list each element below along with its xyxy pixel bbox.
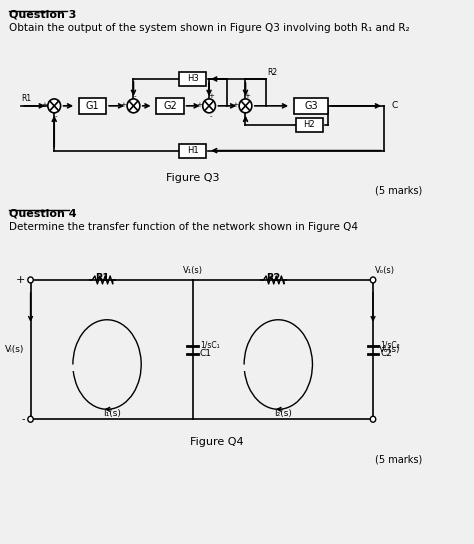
Circle shape xyxy=(48,99,61,113)
Text: +: + xyxy=(16,275,25,285)
Text: H2: H2 xyxy=(303,120,315,129)
Circle shape xyxy=(28,277,33,283)
Text: G2: G2 xyxy=(163,101,177,111)
Text: R2: R2 xyxy=(266,273,281,283)
Bar xyxy=(294,98,328,114)
Text: +: + xyxy=(233,102,238,108)
Circle shape xyxy=(370,277,376,283)
Text: R1: R1 xyxy=(95,273,109,283)
Text: G3: G3 xyxy=(304,101,318,111)
Text: C: C xyxy=(391,101,398,110)
Circle shape xyxy=(370,416,376,422)
Circle shape xyxy=(203,99,216,113)
Circle shape xyxy=(239,99,252,113)
Text: -: - xyxy=(55,113,57,119)
Text: Figure Q3: Figure Q3 xyxy=(166,172,219,182)
Bar xyxy=(179,144,206,158)
Text: R1: R1 xyxy=(21,94,32,103)
Text: Vₒ(s): Vₒ(s) xyxy=(379,345,400,354)
Text: +: + xyxy=(208,93,214,99)
Circle shape xyxy=(28,416,33,422)
Text: I₁(s): I₁(s) xyxy=(103,409,120,418)
Text: 1/sC₁: 1/sC₁ xyxy=(200,340,219,349)
Circle shape xyxy=(127,99,140,113)
Text: C1: C1 xyxy=(200,349,212,358)
Text: Obtain the output of the system shown in Figure Q3 involving both R₁ and R₂: Obtain the output of the system shown in… xyxy=(9,23,410,33)
Text: Vᵢ(s): Vᵢ(s) xyxy=(4,345,24,354)
Text: C2: C2 xyxy=(380,349,392,358)
Text: -: - xyxy=(210,113,212,119)
Bar xyxy=(156,98,183,114)
Text: +: + xyxy=(245,93,250,99)
Text: -: - xyxy=(134,93,137,99)
Text: (5 marks): (5 marks) xyxy=(375,454,422,464)
Bar xyxy=(79,98,106,114)
Text: Question 4: Question 4 xyxy=(9,208,76,218)
Text: 1/sC₂: 1/sC₂ xyxy=(380,340,400,349)
Text: R2: R2 xyxy=(267,68,277,77)
Bar xyxy=(179,72,206,86)
Bar xyxy=(296,118,323,132)
Text: H3: H3 xyxy=(187,75,199,83)
Text: (5 marks): (5 marks) xyxy=(375,186,422,195)
Text: Question 3: Question 3 xyxy=(9,9,76,20)
Text: -: - xyxy=(22,414,25,424)
Text: Vₒ(s): Vₒ(s) xyxy=(375,266,395,275)
Text: Figure Q4: Figure Q4 xyxy=(191,437,244,447)
Text: G1: G1 xyxy=(86,101,99,111)
Text: +: + xyxy=(120,102,127,108)
Text: V₁(s): V₁(s) xyxy=(182,266,203,275)
Text: I₂(s): I₂(s) xyxy=(274,409,292,418)
Text: Determine the transfer function of the network shown in Figure Q4: Determine the transfer function of the n… xyxy=(9,222,358,232)
Text: +: + xyxy=(196,102,202,108)
Text: +: + xyxy=(41,102,47,108)
Text: H1: H1 xyxy=(187,146,199,155)
